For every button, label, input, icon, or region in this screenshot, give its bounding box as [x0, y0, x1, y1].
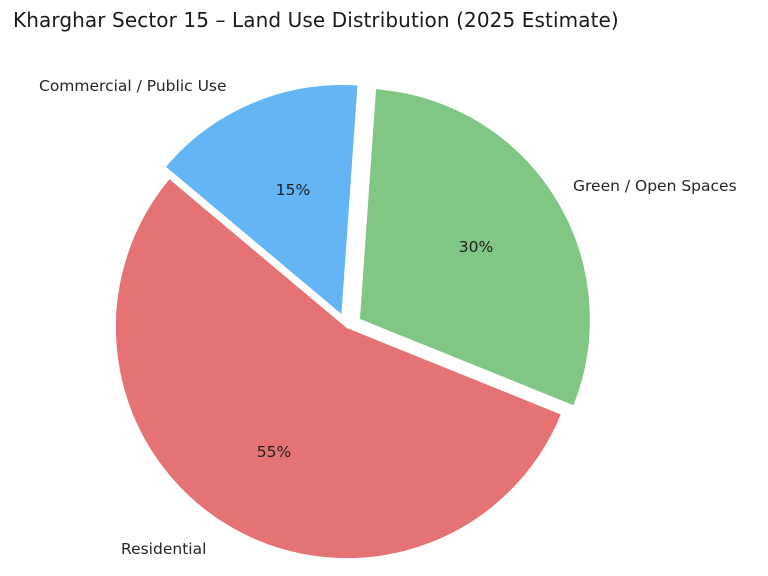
- slice-residential: [113, 176, 564, 561]
- slice-green-open-spaces: [357, 87, 592, 408]
- label-residential: Residential: [121, 540, 207, 558]
- pct-green-open-spaces: 30%: [458, 238, 494, 256]
- pct-residential: 55%: [256, 443, 292, 461]
- chart-title: Kharghar Sector 15 – Land Use Distributi…: [13, 8, 619, 32]
- slice-commercial-public-use: [163, 83, 360, 319]
- label-green-open-spaces: Green / Open Spaces: [573, 177, 737, 195]
- pct-commercial-public-use: 15%: [275, 181, 311, 199]
- label-commercial-public-use: Commercial / Public Use: [39, 77, 227, 95]
